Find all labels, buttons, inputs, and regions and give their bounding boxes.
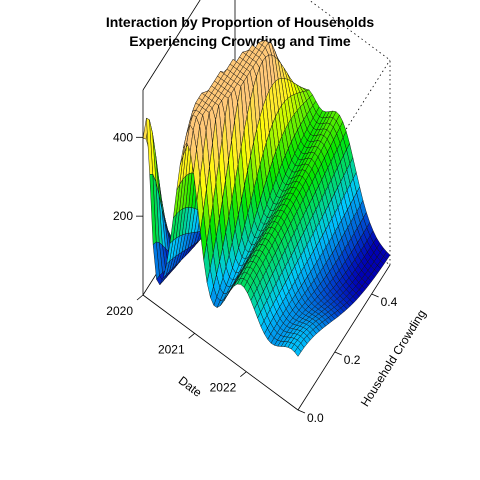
x-tick-label: 2022 bbox=[210, 381, 237, 395]
x-tick-mark bbox=[240, 371, 247, 377]
x-axis-ticks: 2020 2021 2022 bbox=[106, 294, 247, 395]
surface-facet bbox=[294, 347, 302, 357]
y-axis-ticks: 0.0 0.2 0.4 bbox=[297, 293, 398, 425]
x-tick-label: 2020 bbox=[106, 304, 133, 318]
y-tick-label: 0.0 bbox=[307, 411, 324, 425]
x-tick-mark bbox=[136, 294, 144, 301]
box-edge-front bbox=[142, 294, 299, 411]
y-tick-mark bbox=[334, 351, 342, 356]
plot-box-front bbox=[142, 90, 391, 411]
z-tick-label: 200 bbox=[113, 209, 133, 223]
x-axis-label: Date bbox=[176, 373, 205, 400]
box-edge-back bbox=[142, 0, 201, 91]
x-tick-mark bbox=[188, 333, 195, 339]
y-axis-label: Household Crowding bbox=[358, 307, 429, 409]
y-tick-mark bbox=[371, 293, 379, 298]
y-tick-mark bbox=[297, 409, 306, 414]
z-tick-label: 400 bbox=[113, 130, 133, 144]
x-tick-label: 2021 bbox=[158, 342, 185, 356]
y-tick-label: 0.2 bbox=[344, 353, 361, 367]
z-axis-ticks: 200 400 bbox=[113, 130, 143, 223]
chart-title-line-1: Interaction by Proportion of Households bbox=[106, 14, 375, 30]
box-edge-front bbox=[297, 264, 391, 411]
surface bbox=[142, 40, 391, 357]
y-tick-label: 0.4 bbox=[381, 295, 398, 309]
chart-title-line-2: Experiencing Crowding and Time bbox=[129, 33, 351, 49]
